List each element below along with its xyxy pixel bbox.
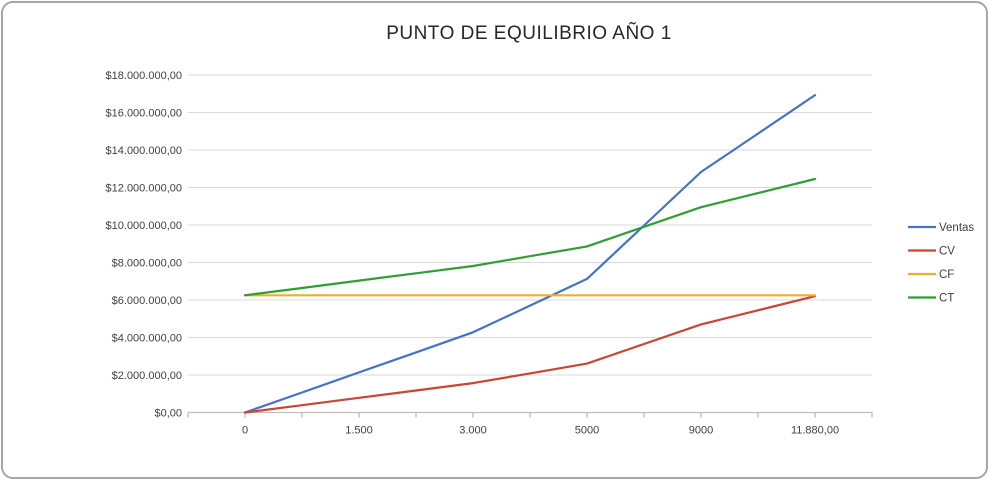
series-line-ct xyxy=(243,177,817,297)
chart-title: PUNTO DE EQUILIBRIO AÑO 1 xyxy=(386,22,672,44)
legend-item-ct[interactable]: CT xyxy=(908,293,954,305)
x-axis-tick-label: 11.880,00 xyxy=(791,425,839,437)
legend-label: Ventas xyxy=(939,222,974,234)
chart-canvas[interactable]: PUNTO DE EQUILIBRIO AÑO 1 $0,00 $2.000.00… xyxy=(3,3,988,477)
x-axis: 0 1.500 3.000 5000 9000 11.880,00 xyxy=(187,411,873,437)
series-line-ventas xyxy=(243,93,817,414)
legend: Ventas CV CF CT xyxy=(908,222,974,305)
x-axis-tick-label: 0 xyxy=(242,425,248,437)
series-line-cv xyxy=(243,295,817,414)
legend-label: CV xyxy=(939,246,955,258)
x-axis-tick-label: 5000 xyxy=(575,425,599,437)
legend-item-cf[interactable]: CF xyxy=(908,269,954,281)
y-axis-tick-label: $10.000.000,00 xyxy=(106,220,182,232)
y-axis-tick-label: $2.000.000,00 xyxy=(112,370,182,382)
x-axis-tick-label: 1.500 xyxy=(345,425,373,437)
y-axis-labels: $0,00 $2.000.000,00 $4.000.000,00 $6.000.00… xyxy=(106,70,182,420)
y-axis-tick-label: $16.000.000,00 xyxy=(106,108,182,120)
y-axis-tick-label: $14.000.000,00 xyxy=(106,145,182,157)
y-axis-tick-label: $18.000.000,00 xyxy=(106,70,182,82)
series-lines xyxy=(243,93,817,414)
y-axis-tick-label: $12.000.000,00 xyxy=(106,183,182,195)
y-axis-tick-label: $0,00 xyxy=(154,408,182,420)
x-axis-tick-label: 3.000 xyxy=(459,425,487,437)
legend-item-cv[interactable]: CV xyxy=(908,246,955,258)
x-axis-tick-label: 9000 xyxy=(689,425,713,437)
legend-item-ventas[interactable]: Ventas xyxy=(908,222,974,234)
legend-label: CF xyxy=(939,269,954,281)
y-axis-tick-label: $6.000.000,00 xyxy=(112,295,182,307)
y-axis-tick-label: $4.000.000,00 xyxy=(112,333,182,345)
legend-label: CT xyxy=(939,293,954,305)
y-axis-tick-label: $8.000.000,00 xyxy=(112,258,182,270)
gridlines xyxy=(188,74,872,376)
